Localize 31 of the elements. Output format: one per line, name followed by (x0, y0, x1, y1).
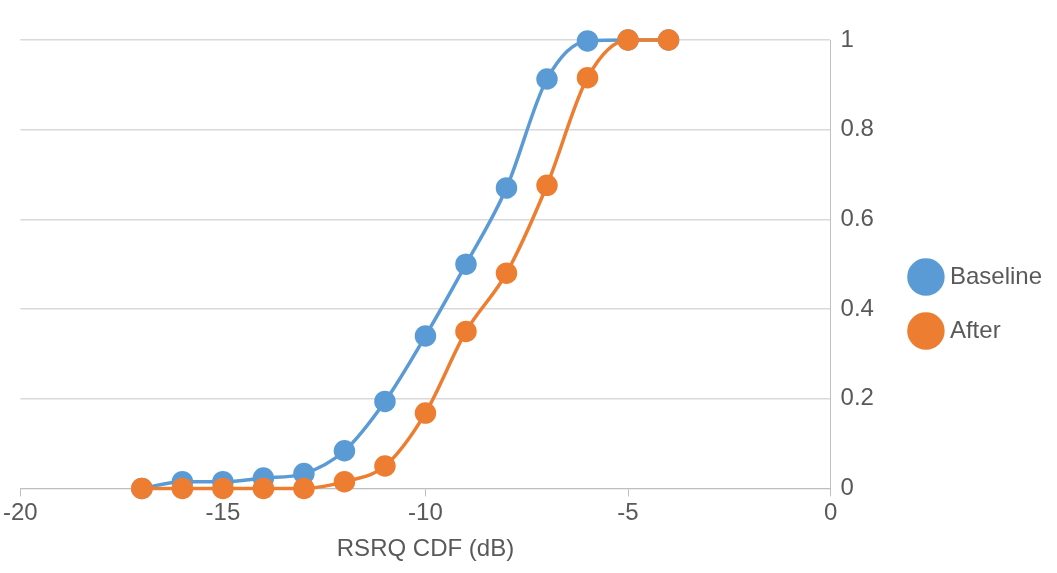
x-tick-label: -10 (408, 498, 443, 526)
x-axis-title: RSRQ CDF (dB) (336, 534, 515, 562)
point (252, 477, 275, 500)
y-tick-label: 0.8 (840, 114, 874, 142)
point (414, 325, 437, 347)
point (293, 477, 315, 500)
y-tick-label: 0.2 (840, 383, 874, 411)
point (495, 177, 518, 199)
point (212, 477, 234, 500)
point (171, 477, 194, 500)
legend-label: Baseline (949, 261, 1042, 289)
x-tick-label: -5 (617, 498, 639, 526)
point (576, 66, 599, 89)
legend-label: After (949, 315, 1001, 343)
x-tick-label: -15 (205, 498, 241, 526)
point (374, 455, 396, 477)
point (455, 320, 477, 343)
point (536, 68, 558, 90)
point (374, 390, 396, 413)
point (414, 402, 437, 424)
point (333, 470, 356, 493)
point (576, 30, 599, 52)
point (333, 439, 356, 462)
y-tick-label: 0.4 (840, 293, 874, 321)
point (455, 253, 477, 275)
y-tick-label: 0.6 (840, 203, 874, 231)
point (536, 174, 558, 197)
y-tick-label: 0 (840, 473, 854, 501)
x-tick-label: -20 (3, 498, 38, 526)
point (495, 262, 518, 284)
y-tick-label: 1 (840, 24, 854, 52)
